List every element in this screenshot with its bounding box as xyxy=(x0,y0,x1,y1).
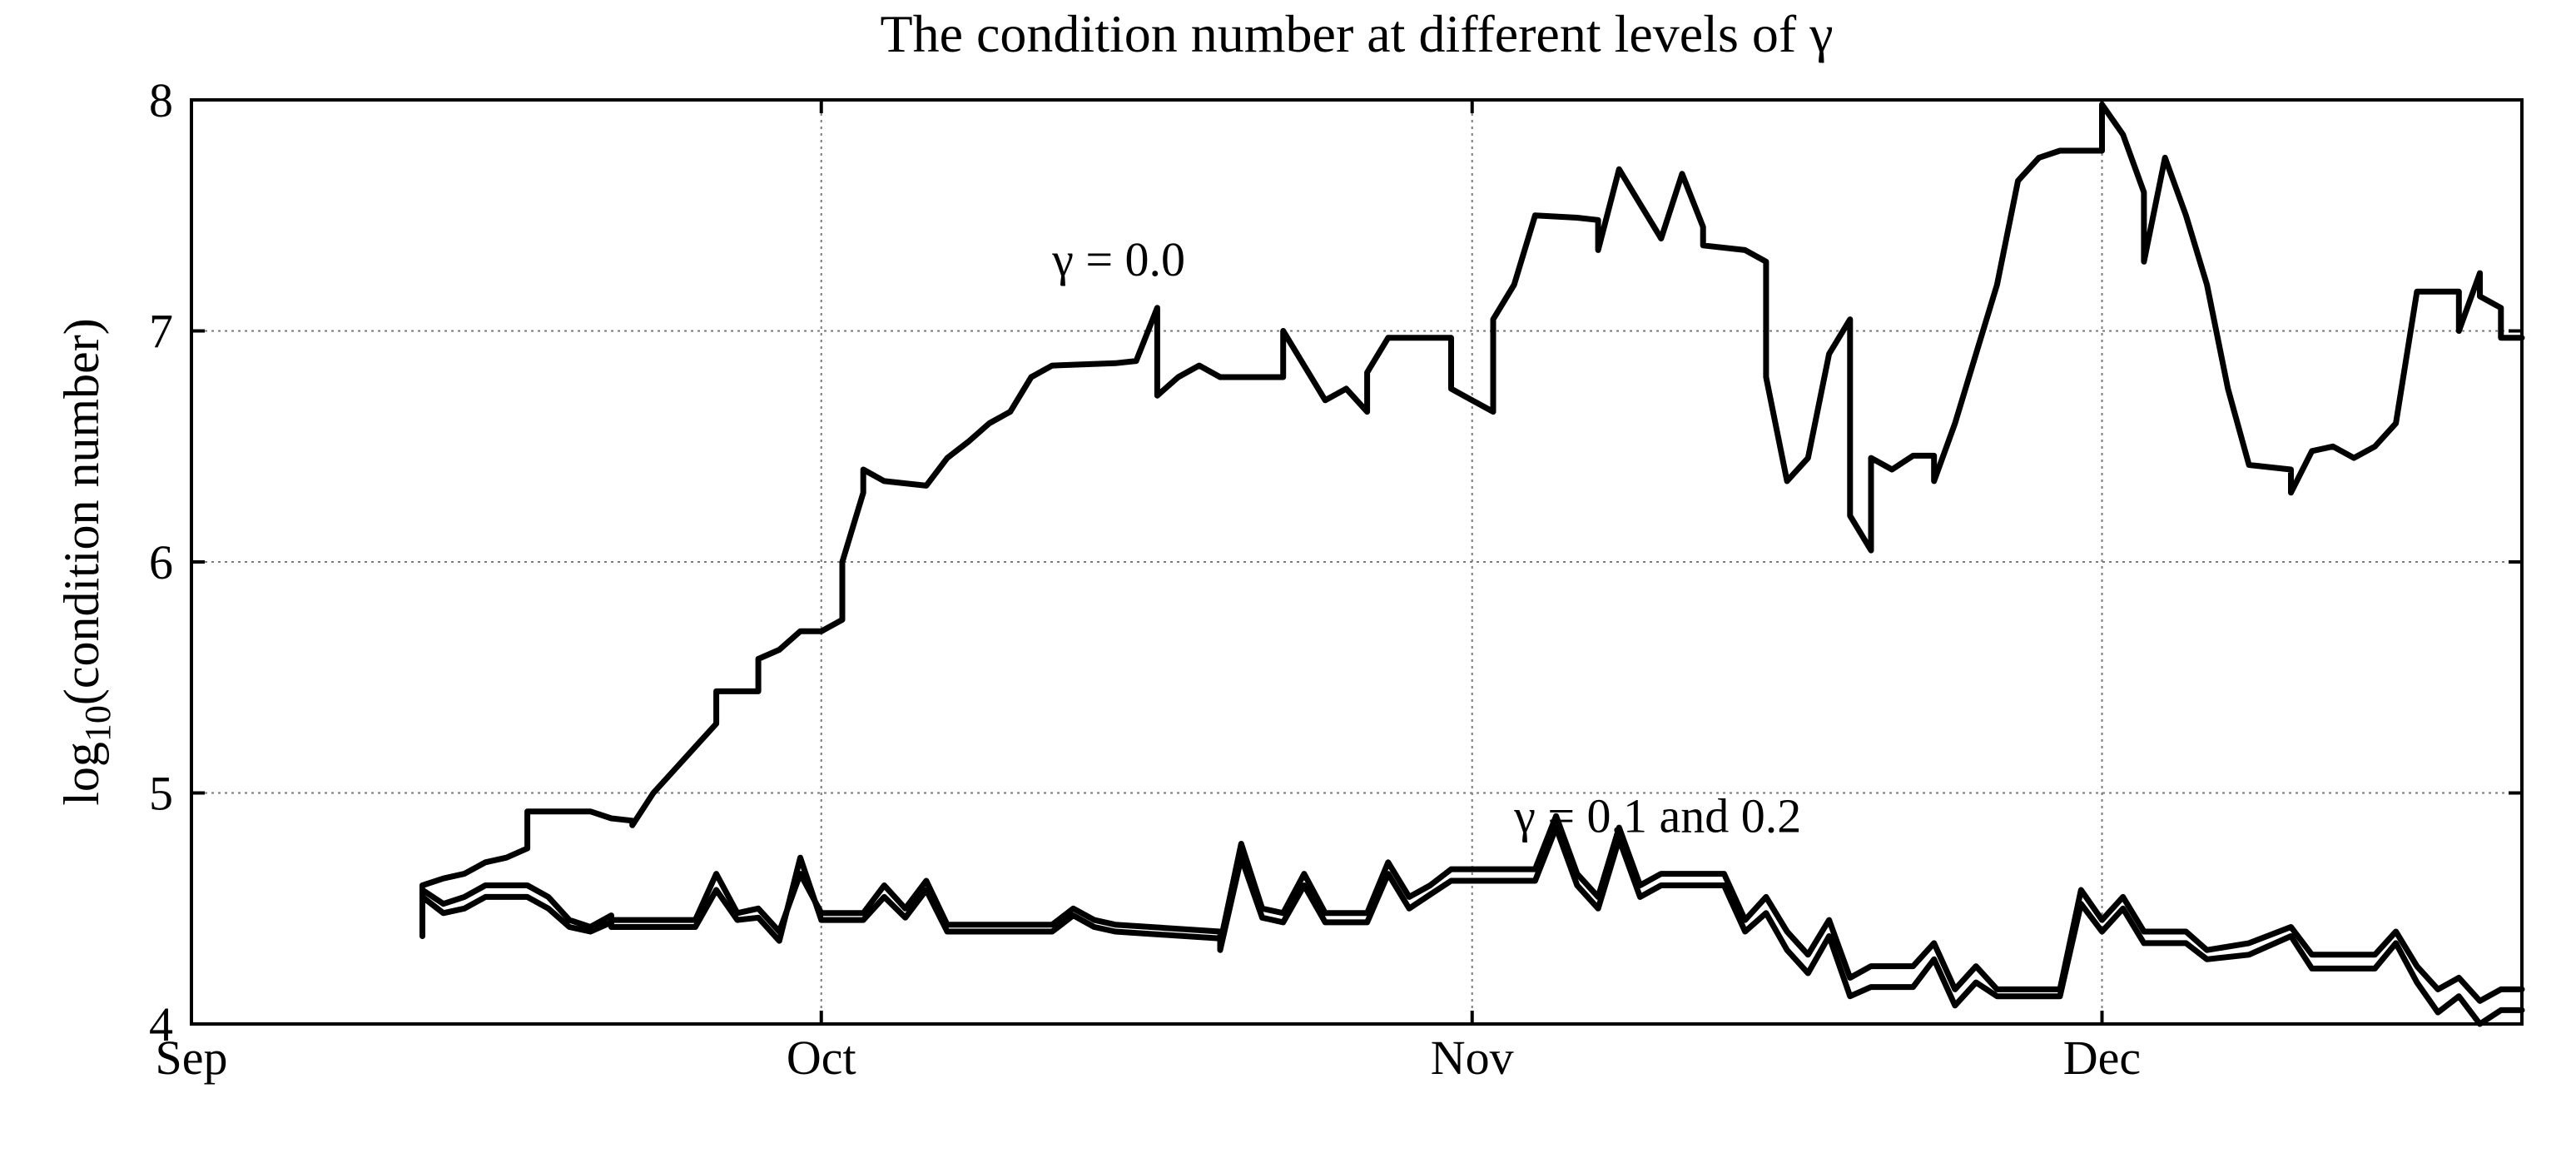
series-line-1 xyxy=(419,102,2525,939)
y-tick-label: 8 xyxy=(149,73,173,127)
x-tick-label: Dec xyxy=(2063,1031,2141,1085)
x-tick-label: Nov xyxy=(1431,1031,1514,1085)
series-line-3 xyxy=(419,824,2525,1027)
series-line-2 xyxy=(419,813,2525,1004)
grid xyxy=(191,100,2522,1024)
chart-title: The condition number at different levels… xyxy=(881,4,1834,63)
x-tick-label: Sep xyxy=(156,1031,228,1085)
tick-labels: Sep Oct Nov Dec 4 5 6 7 8 xyxy=(149,73,2141,1085)
annotation-2: γ = 0.1 and 0.2 xyxy=(1513,789,1801,843)
y-tick-label: 5 xyxy=(149,767,173,821)
y-tick-label: 7 xyxy=(149,305,173,359)
x-tick-label: Oct xyxy=(787,1031,856,1085)
y-tick-label: 6 xyxy=(149,535,173,589)
annotations: γ = 0.0 γ = 0.1 and 0.2 xyxy=(1051,232,1801,843)
annotation-1: γ = 0.0 xyxy=(1051,232,1185,286)
axis-ticks xyxy=(190,98,2522,1026)
series-group xyxy=(419,102,2525,1027)
y-tick-label: 4 xyxy=(149,997,173,1051)
y-axis-label: log10(condition number) xyxy=(54,318,118,806)
